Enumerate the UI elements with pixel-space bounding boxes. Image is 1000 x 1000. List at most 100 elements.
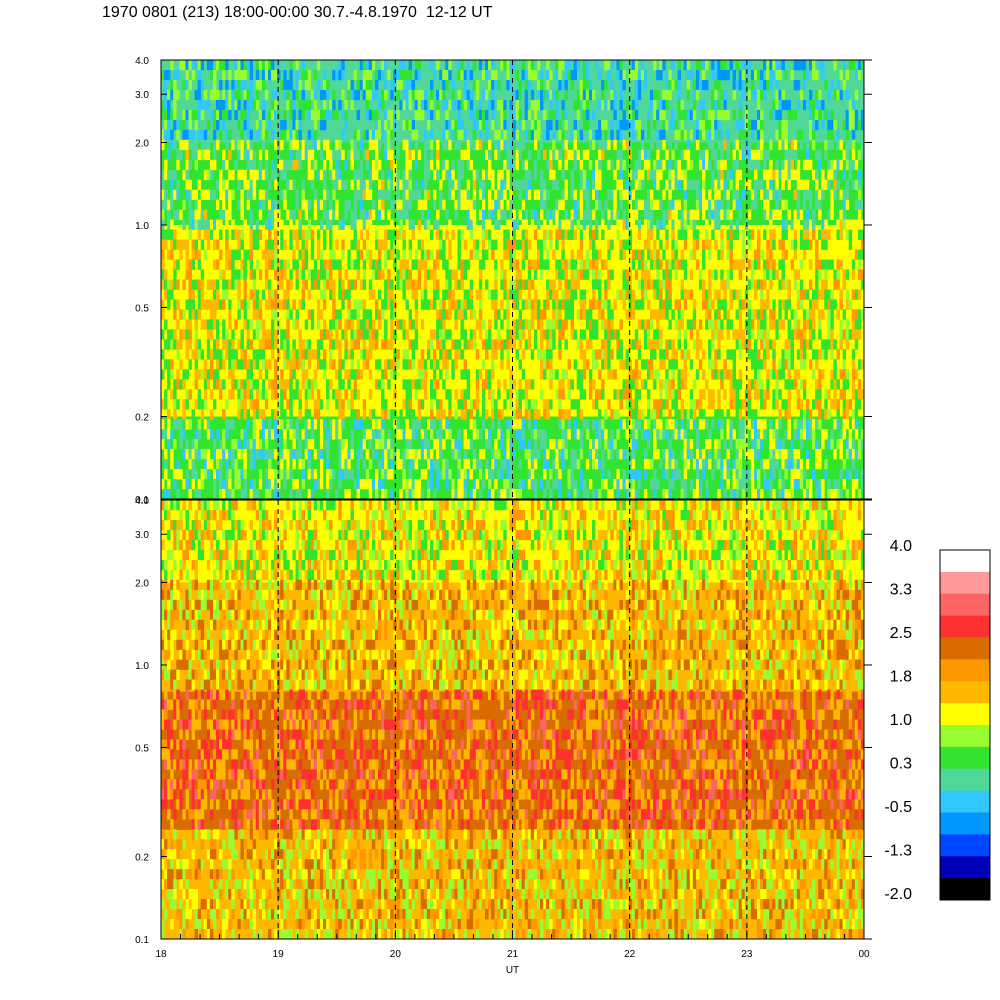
- heatmap-cell: [668, 289, 672, 300]
- heatmap-cell: [249, 319, 253, 330]
- heatmap-cell: [757, 319, 761, 330]
- heatmap-cell: [842, 189, 846, 200]
- heatmap-cell: [249, 60, 253, 71]
- heatmap-cell: [735, 409, 739, 420]
- heatmap-cell: [475, 169, 480, 181]
- heatmap-cell: [616, 229, 620, 240]
- heatmap-cell: [228, 369, 232, 380]
- heatmap-cell: [778, 109, 782, 121]
- heatmap-cell: [647, 419, 651, 430]
- heatmap-cell: [209, 319, 214, 330]
- heatmap-cell: [842, 279, 846, 290]
- heatmap-cell: [839, 339, 843, 350]
- heatmap-cell: [750, 189, 755, 200]
- heatmap-cell: [509, 289, 513, 300]
- heatmap-cell: [442, 199, 446, 210]
- heatmap-cell: [567, 60, 571, 71]
- heatmap-cell: [695, 369, 700, 380]
- heatmap-cell: [384, 189, 388, 200]
- heatmap-cell: [760, 70, 764, 81]
- heatmap-cell: [592, 329, 596, 340]
- heatmap-cell: [365, 89, 370, 101]
- heatmap-cell: [802, 60, 807, 71]
- heatmap-cell: [365, 189, 370, 200]
- heatmap-cell: [243, 379, 247, 390]
- heatmap-cell: [686, 70, 691, 81]
- heatmap-cell: [371, 419, 376, 430]
- heatmap-cell: [485, 89, 489, 101]
- heatmap-cell: [760, 359, 764, 370]
- heatmap-cell: [228, 279, 232, 290]
- heatmap-cell: [818, 60, 822, 71]
- heatmap-cell: [705, 379, 709, 390]
- heatmap-cell: [323, 189, 327, 200]
- heatmap-cell: [481, 229, 486, 240]
- heatmap-cell: [598, 129, 602, 141]
- heatmap-cell: [747, 309, 752, 320]
- heatmap-cell: [818, 389, 822, 400]
- heatmap-cell: [500, 189, 504, 200]
- heatmap-cell: [750, 159, 755, 171]
- heatmap-cell: [659, 139, 663, 151]
- heatmap-cell: [277, 269, 281, 280]
- heatmap-cell: [457, 109, 461, 121]
- heatmap-cell: [402, 259, 406, 270]
- heatmap-cell: [680, 229, 684, 240]
- heatmap-cell: [717, 119, 721, 131]
- heatmap-cell: [640, 139, 645, 151]
- heatmap-cell: [561, 219, 565, 230]
- heatmap-cell: [714, 80, 718, 91]
- heatmap-cell: [350, 339, 354, 350]
- heatmap-cell: [573, 419, 577, 430]
- heatmap-cell: [659, 379, 663, 390]
- heatmap-cell: [485, 409, 489, 420]
- heatmap-cell: [616, 159, 620, 171]
- heatmap-cell: [426, 159, 431, 171]
- heatmap-cell: [485, 219, 489, 230]
- heatmap-cell: [466, 299, 471, 310]
- heatmap-cell: [445, 159, 449, 171]
- heatmap-cell: [705, 299, 709, 310]
- heatmap-cell: [420, 429, 425, 440]
- heatmap-cell: [555, 439, 559, 450]
- heatmap-cell: [628, 309, 632, 320]
- heatmap-cell: [225, 99, 229, 111]
- heatmap-cell: [307, 349, 312, 360]
- heatmap-cell: [521, 439, 526, 450]
- heatmap-cell: [540, 369, 544, 380]
- heatmap-cell: [793, 80, 798, 91]
- heatmap-cell: [738, 289, 743, 300]
- heatmap-cell: [830, 399, 834, 410]
- heatmap-cell: [698, 359, 703, 370]
- heatmap-cell: [194, 119, 198, 131]
- heatmap-cell: [378, 419, 382, 430]
- heatmap-cell: [344, 319, 348, 330]
- heatmap-cell: [570, 259, 574, 270]
- heatmap-cell: [692, 299, 697, 310]
- heatmap-cell: [442, 439, 446, 450]
- heatmap-cell: [720, 369, 724, 380]
- heatmap-cell: [662, 359, 666, 370]
- heatmap-cell: [338, 399, 342, 410]
- heatmap-cell: [763, 299, 767, 310]
- heatmap-cell: [680, 99, 684, 111]
- heatmap-cell: [375, 339, 379, 350]
- heatmap-cell: [466, 259, 471, 270]
- heatmap-cell: [809, 359, 813, 370]
- heatmap-cell: [485, 249, 489, 260]
- heatmap-cell: [503, 179, 507, 190]
- heatmap-cell: [845, 329, 850, 340]
- heatmap-cell: [634, 369, 639, 380]
- heatmap-cell: [176, 259, 180, 270]
- heatmap-cell: [555, 239, 559, 250]
- heatmap-cell: [319, 149, 324, 161]
- heatmap-cell: [304, 259, 309, 270]
- heatmap-cell: [622, 299, 626, 310]
- heatmap-cell: [274, 169, 278, 181]
- heatmap-cell: [521, 119, 526, 131]
- heatmap-cell: [839, 70, 843, 81]
- heatmap-cell: [292, 209, 296, 220]
- heatmap-cell: [579, 289, 584, 300]
- heatmap-cell: [350, 149, 354, 161]
- heatmap-cell: [423, 99, 428, 111]
